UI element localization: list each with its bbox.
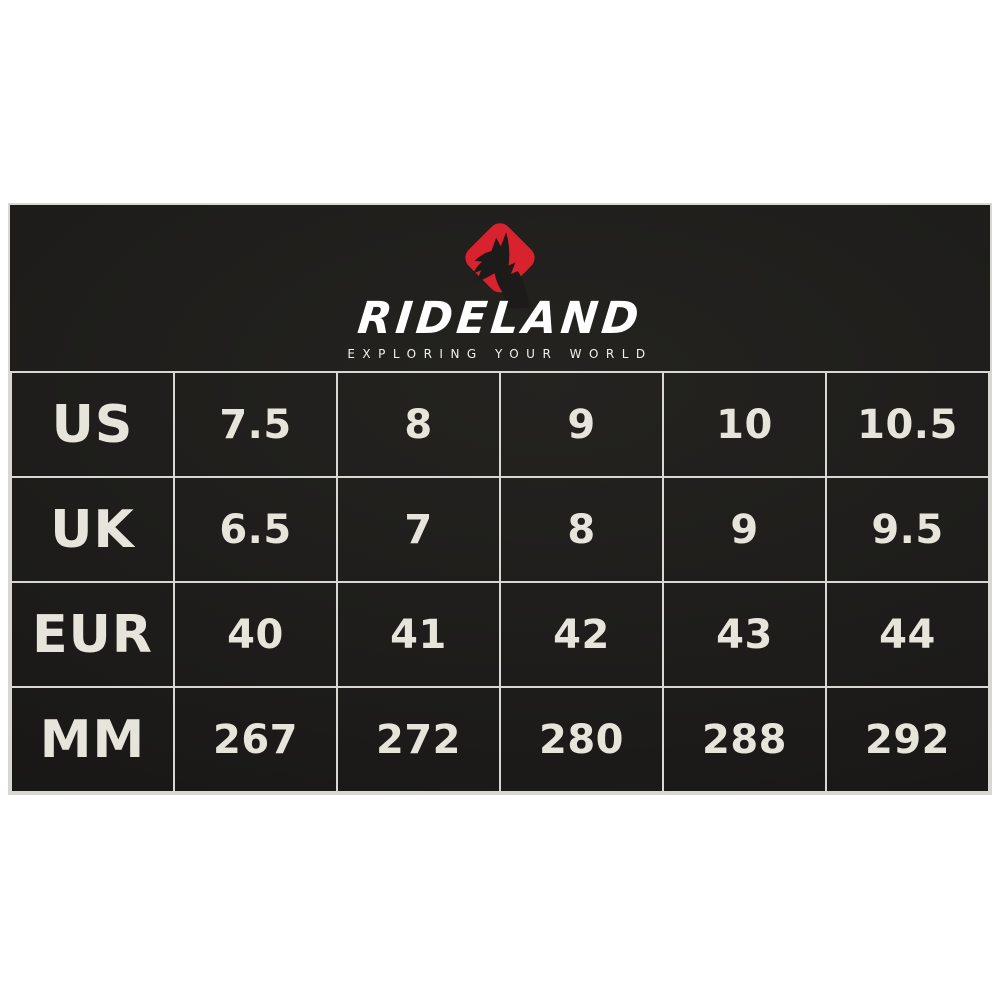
brand-header: RIDELAND EXPLORING YOUR WORLD: [10, 205, 990, 371]
size-value-cell: 10.5: [825, 371, 990, 478]
size-chart-panel: RIDELAND EXPLORING YOUR WORLD US 7.5 8 9 10 1…: [8, 203, 992, 795]
row-label-uk: UK: [10, 476, 175, 583]
size-value-cell: 267: [173, 686, 338, 793]
brand-tagline: EXPLORING YOUR WORLD: [347, 347, 653, 361]
wolf-logo-icon: [452, 218, 548, 309]
size-table: US 7.5 8 9 10 10.5 UK 6.5 7 8 9 9.5 EUR 40 41 42 43 44 MM 2…: [10, 371, 990, 793]
size-row-uk: UK 6.5 7 8 9 9.5: [10, 476, 990, 583]
size-row-mm: MM 267 272 280 288 292: [10, 686, 990, 793]
size-value-cell: 41: [336, 581, 501, 688]
size-value-cell: 288: [662, 686, 827, 793]
size-value-cell: 43: [662, 581, 827, 688]
size-value-cell: 7: [336, 476, 501, 583]
size-value-cell: 272: [336, 686, 501, 793]
size-value-cell: 10: [662, 371, 827, 478]
size-value-cell: 8: [336, 371, 501, 478]
size-value-cell: 6.5: [173, 476, 338, 583]
size-row-us: US 7.5 8 9 10 10.5: [10, 371, 990, 478]
size-value-cell: 7.5: [173, 371, 338, 478]
size-value-cell: 40: [173, 581, 338, 688]
size-value-cell: 9: [499, 371, 664, 478]
brand-name: RIDELAND: [355, 293, 645, 344]
size-value-cell: 292: [825, 686, 990, 793]
size-value-cell: 44: [825, 581, 990, 688]
size-value-cell: 9.5: [825, 476, 990, 583]
row-label-eur: EUR: [10, 581, 175, 688]
row-label-mm: MM: [10, 686, 175, 793]
size-value-cell: 8: [499, 476, 664, 583]
size-row-eur: EUR 40 41 42 43 44: [10, 581, 990, 688]
size-value-cell: 9: [662, 476, 827, 583]
size-value-cell: 42: [499, 581, 664, 688]
row-label-us: US: [10, 371, 175, 478]
size-table-body: US 7.5 8 9 10 10.5 UK 6.5 7 8 9 9.5 EUR 40 41 42 43 44 MM 2…: [10, 371, 990, 793]
size-value-cell: 280: [499, 686, 664, 793]
